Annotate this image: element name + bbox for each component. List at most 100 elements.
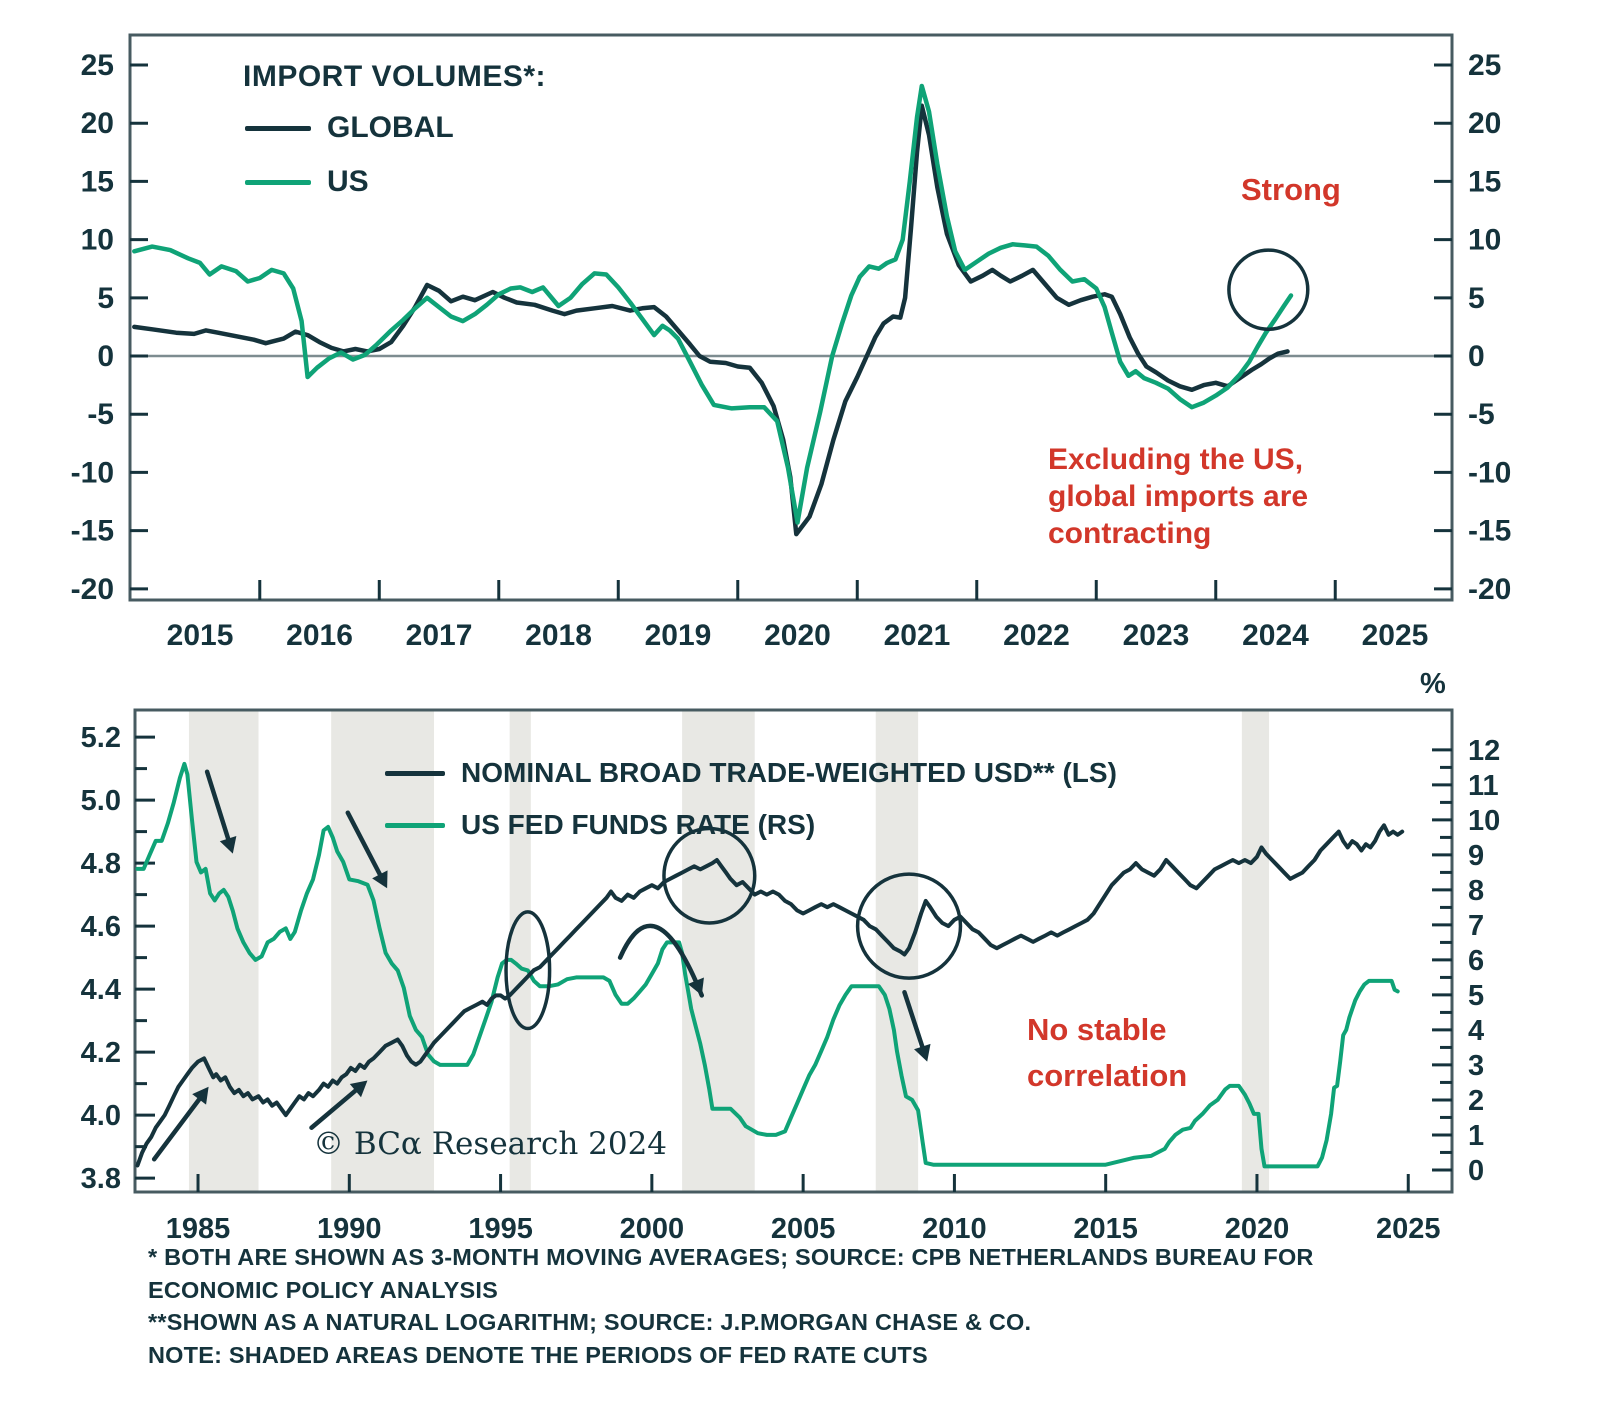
footnote-moving-averages: * BOTH ARE SHOWN AS 3-MONTH MOVING AVERA… — [148, 1244, 1314, 1303]
footnote-natural-logarithm: **SHOWN AS A NATURAL LOGARITHM; SOURCE: … — [148, 1309, 1032, 1335]
correlation-circle-annotation — [662, 826, 757, 925]
tick-label: 4.8 — [81, 848, 121, 880]
excluding-us-line2: global imports are — [1048, 480, 1309, 513]
tick-label: 1995 — [468, 1213, 533, 1245]
tick-label: 8 — [1468, 875, 1484, 907]
tick-label: 20 — [1468, 107, 1501, 140]
tick-label: 0 — [1468, 340, 1485, 373]
strong-circle-annotation — [1227, 248, 1310, 332]
tick-label: 25 — [81, 49, 114, 82]
footnote-shaded-areas: NOTE: SHADED AREAS DENOTE THE PERIODS OF… — [148, 1341, 928, 1368]
tick-label: 6 — [1468, 945, 1484, 977]
import-volumes-chart: 25 25 20 2015 15 10 10 5 5 0 0 -5 -5 -10 -10 -15 -15 -20 -… — [71, 33, 1511, 652]
tick-label: 4.6 — [81, 911, 121, 943]
no-stable-line2: correlation — [1027, 1058, 1188, 1093]
tick-label: 20 — [81, 107, 114, 140]
tick-label: 10 — [1468, 224, 1501, 257]
bca-copyright: © BCα Research 2024 — [313, 1126, 668, 1162]
tick-label: 9 — [1468, 840, 1484, 872]
legend-row-global: GLOBAL — [245, 111, 454, 145]
footnotes: * BOTH ARE SHOWN AS 3-MONTH MOVING AVERA… — [148, 1241, 1338, 1371]
tick-label: 1 — [1468, 1120, 1484, 1152]
percent-unit-label: % — [1420, 668, 1446, 700]
tick-label: 2005 — [771, 1213, 836, 1245]
correlation-circle-annotation — [504, 910, 552, 1031]
tick-label: 1990 — [317, 1213, 382, 1245]
us-line — [132, 83, 1294, 525]
fed-rate-cut-band — [509, 710, 531, 1192]
usd-line — [135, 823, 1405, 1168]
correlation-circle-annotation — [855, 872, 963, 980]
tick-label: 0 — [1468, 1155, 1484, 1187]
tick-label: 2020 — [764, 619, 831, 652]
tick-label: 5.2 — [81, 722, 121, 754]
no-stable-correlation-annotation: No stable correlation — [1027, 1007, 1187, 1099]
tick-label: 2023 — [1123, 619, 1190, 652]
tick-label: 2025 — [1376, 1213, 1441, 1245]
excluding-us-annotation: Excluding the US, global imports are con… — [1048, 441, 1308, 552]
tick-label: 10 — [81, 224, 114, 257]
tick-label: 4.2 — [81, 1037, 121, 1069]
fed-rate-cut-band — [1241, 710, 1270, 1192]
tick-label: 2010 — [922, 1213, 987, 1245]
tick-label: -5 — [1468, 398, 1495, 431]
fed-funds-line-swatch — [385, 822, 445, 828]
tick-label: 7 — [1468, 910, 1484, 942]
tick-label: 11 — [1468, 770, 1499, 802]
no-stable-line1: No stable — [1027, 1012, 1167, 1047]
tick-label: -20 — [1468, 573, 1511, 606]
tick-label: 3 — [1468, 1050, 1484, 1082]
tick-label: 5 — [1468, 980, 1484, 1012]
tick-label: -5 — [87, 398, 114, 431]
fed-rate-cut-band — [331, 710, 435, 1192]
global-line-swatch — [245, 125, 311, 131]
legend-label-global: GLOBAL — [327, 111, 454, 144]
tick-label: 5.0 — [81, 785, 121, 817]
tick-label: 25 — [1468, 49, 1501, 82]
tick-label: 0 — [97, 340, 114, 373]
tick-label: 4.0 — [81, 1100, 121, 1132]
tick-label: -15 — [1468, 515, 1511, 548]
tick-label: -10 — [71, 456, 114, 489]
tick-label: 2019 — [645, 619, 712, 652]
tick-label: 1985 — [166, 1213, 231, 1245]
strong-annotation: Strong — [1241, 172, 1341, 207]
import-volumes-legend-title: IMPORT VOLUMES*: — [243, 60, 547, 93]
tick-label: 2 — [1468, 1085, 1484, 1117]
tick-label: 2000 — [620, 1213, 685, 1245]
tick-label: 2018 — [525, 619, 592, 652]
tick-label: 5 — [1468, 282, 1485, 315]
legend-label-fed-funds: US FED FUNDS RATE (RS) — [461, 809, 816, 840]
tick-label: 2021 — [884, 619, 951, 652]
tick-label: 2017 — [406, 619, 473, 652]
tick-label: 2024 — [1242, 619, 1309, 652]
usd-line-swatch — [385, 770, 445, 776]
tick-label: 2020 — [1225, 1213, 1290, 1245]
excluding-us-line3: contracting — [1048, 517, 1212, 550]
tick-label: 4 — [1468, 1015, 1484, 1047]
tick-label: 2016 — [286, 619, 353, 652]
tick-label: -10 — [1468, 456, 1511, 489]
tick-label: -20 — [71, 573, 114, 606]
tick-label: 3.8 — [81, 1163, 121, 1195]
tick-label: 2025 — [1362, 619, 1429, 652]
tick-label: -15 — [71, 515, 114, 548]
legend-row-usd: NOMINAL BROAD TRADE-WEIGHTED USD** (LS) — [385, 757, 1117, 789]
legend-label-usd: NOMINAL BROAD TRADE-WEIGHTED USD** (LS) — [461, 757, 1117, 788]
tick-label: 2015 — [167, 619, 234, 652]
tick-label: 15 — [81, 165, 114, 198]
us-line-swatch — [245, 179, 311, 185]
excluding-us-line1: Excluding the US, — [1048, 443, 1304, 476]
tick-label: 2022 — [1003, 619, 1070, 652]
fed-rate-cut-band — [682, 710, 755, 1192]
tick-label: 2015 — [1073, 1213, 1138, 1245]
tick-label: 5 — [97, 282, 114, 315]
tick-label: 4.4 — [81, 974, 121, 1006]
legend-row-fed-funds: US FED FUNDS RATE (RS) — [385, 809, 815, 841]
tick-label: 12 — [1468, 735, 1500, 767]
usd-fed-funds-chart: 3.84.04.24.44.64.85.05.20123456789101112… — [81, 708, 1500, 1245]
legend-label-us: US — [327, 165, 369, 198]
tick-label: 10 — [1468, 805, 1500, 837]
